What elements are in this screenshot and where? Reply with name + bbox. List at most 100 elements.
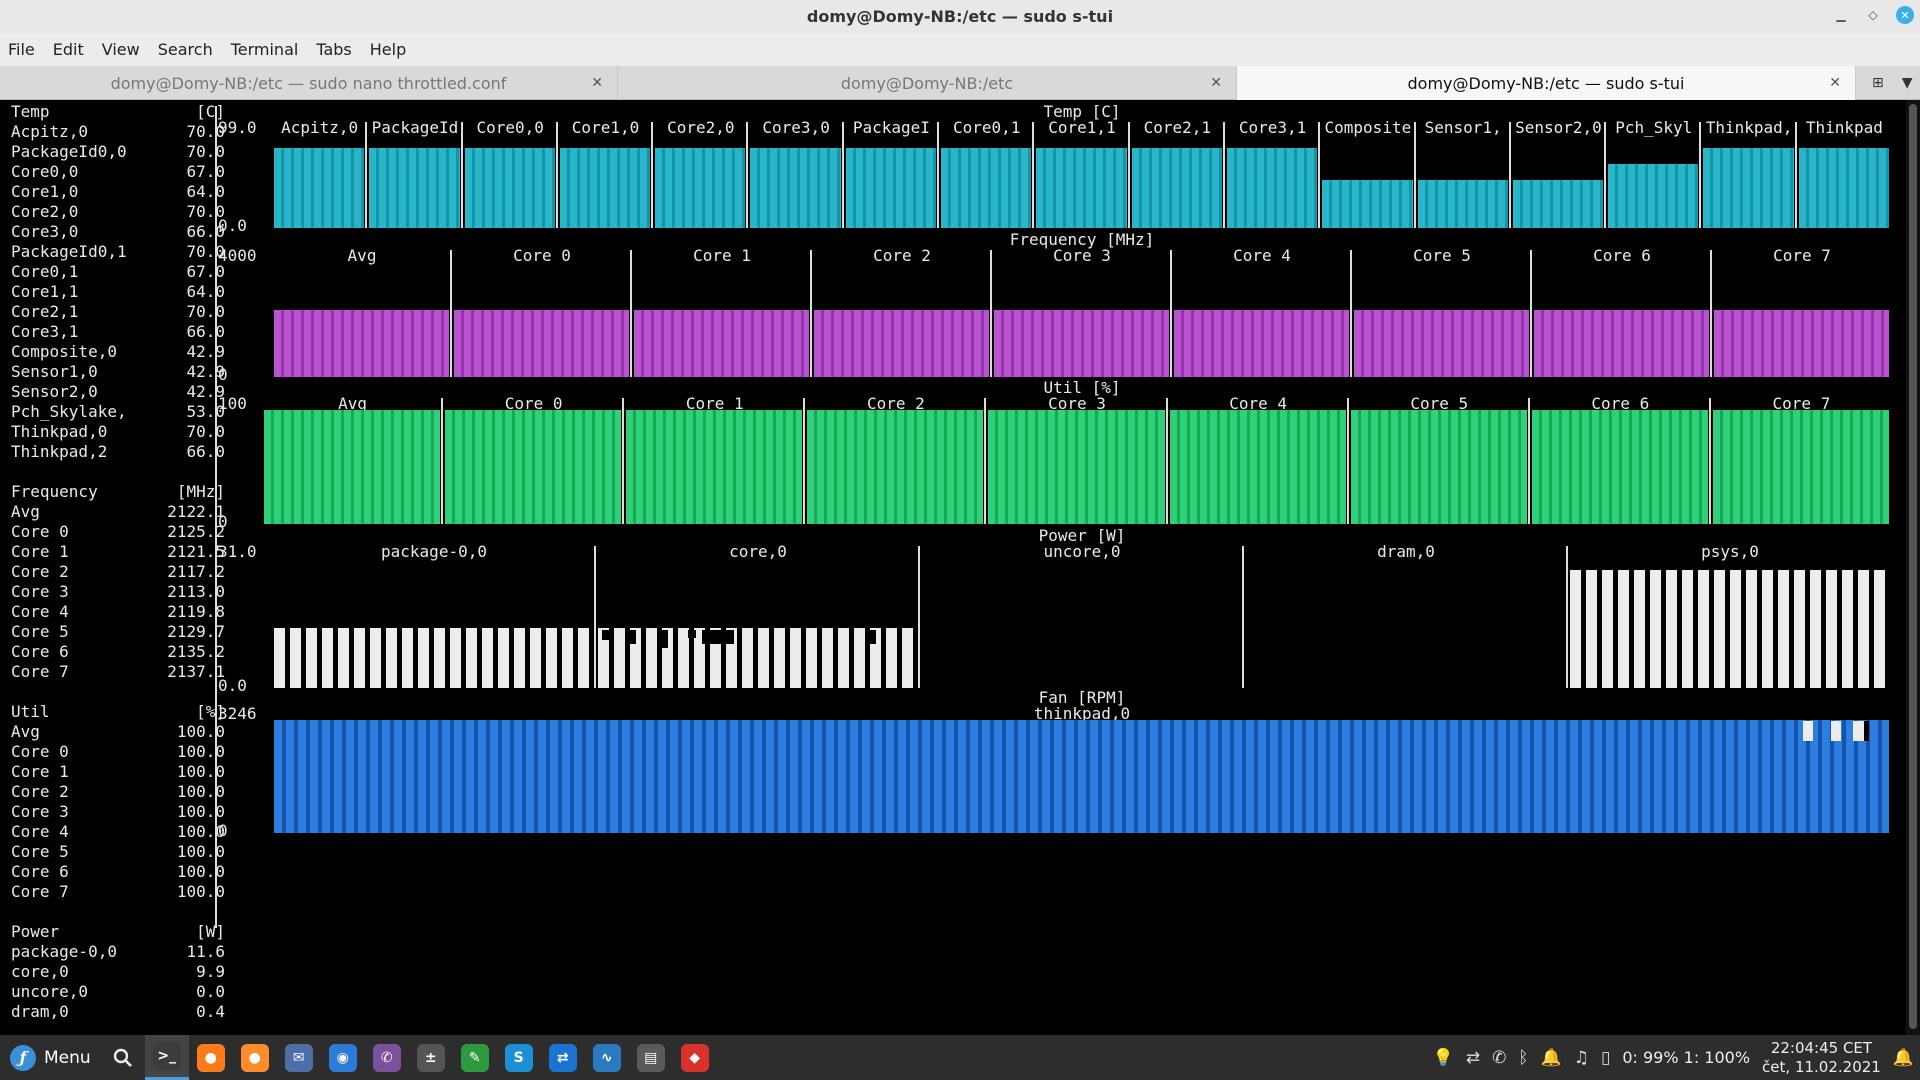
firefox-icon: ●: [196, 1043, 225, 1072]
graph-column-label: Core2,0: [667, 118, 735, 137]
taskbar-app-mail[interactable]: ✉: [277, 1035, 321, 1080]
graph-column-separator: [1222, 122, 1225, 228]
tab-s-tui[interactable]: domy@Domy-NB:/etc — sudo s-tui ✕: [1237, 66, 1856, 100]
sensor-label: Core 5: [11, 622, 69, 641]
start-menu-button[interactable]: ƒ Menu: [0, 1035, 101, 1080]
minimize-icon[interactable]: ▁: [1836, 8, 1846, 22]
taskbar-app-viber[interactable]: ✆: [365, 1035, 409, 1080]
sidebar-row: uncore,0 0.0: [11, 982, 225, 1002]
menu-view[interactable]: View: [101, 40, 140, 59]
graph-bar-temp: [464, 148, 555, 228]
teamviewer-icon: ⇄: [548, 1043, 577, 1072]
notifications-icon[interactable]: 🔔: [1892, 1047, 1914, 1068]
sensor-value: 100.0: [176, 802, 225, 821]
taskbar-app-firefox-dev[interactable]: ●: [233, 1035, 277, 1080]
close-tab-icon[interactable]: ✕: [591, 75, 603, 91]
tab-bar: domy@Domy-NB:/etc — sudo nano throttled.…: [0, 66, 1920, 100]
close-icon[interactable]: ✕: [1896, 6, 1914, 24]
new-tab-icon[interactable]: ⊞: [1872, 74, 1884, 91]
taskbar-app-terminal[interactable]: >_: [144, 1035, 189, 1080]
menu-tabs[interactable]: Tabs: [316, 40, 352, 59]
sensor-label: Temp: [11, 102, 50, 121]
graph-column-separator: [1170, 250, 1172, 377]
menu-file[interactable]: File: [8, 40, 35, 59]
tab-list-chevron-down-icon[interactable]: ▼: [1901, 74, 1913, 91]
sidebar-row: Core 4 2119.8: [11, 602, 225, 622]
taskbar-app-teamviewer[interactable]: ⇄: [541, 1035, 585, 1080]
sidebar-row: Thinkpad,2 66.0: [11, 442, 225, 462]
power-history-dip: [702, 630, 734, 644]
graph-column-separator: [918, 546, 920, 688]
battery-icon[interactable]: ▯: [1600, 1047, 1611, 1068]
menu-search[interactable]: Search: [157, 40, 213, 59]
battery-status[interactable]: 0: 99% 1: 100%: [1622, 1048, 1751, 1067]
taskbar-app-calculator[interactable]: ±: [409, 1035, 453, 1080]
graph-column-label: Avg: [338, 394, 367, 413]
sidebar-row: Core 6 100.0: [11, 862, 225, 882]
clock-date: čet, 11.02.2021: [1762, 1057, 1881, 1076]
graph-bar-temp: [655, 148, 746, 228]
graph-bar-util: [1169, 410, 1346, 524]
close-tab-icon[interactable]: ✕: [1829, 75, 1841, 91]
graph-column-separator: [1794, 122, 1797, 228]
tab-nano[interactable]: domy@Domy-NB:/etc — sudo nano throttled.…: [0, 66, 618, 100]
graph-column-separator: [937, 122, 940, 228]
graph-column-separator: [460, 122, 463, 228]
bluetooth-icon[interactable]: ᛒ: [1518, 1047, 1529, 1068]
graph-column-label: PackageI: [852, 118, 930, 137]
graph-column-label: Composite: [1324, 118, 1412, 137]
graph-column-label: thinkpad,0: [1033, 704, 1131, 723]
search-icon[interactable]: [101, 1035, 145, 1080]
calculator-icon: ±: [416, 1043, 445, 1072]
graph-column-label: uncore,0: [1043, 542, 1121, 561]
taskbar-app-tools[interactable]: ✎: [453, 1035, 497, 1080]
sheet-icon: ▤: [636, 1043, 665, 1072]
taskbar-app-monitor[interactable]: ∿: [585, 1035, 629, 1080]
tab-etc[interactable]: domy@Domy-NB:/etc ✕: [618, 66, 1237, 100]
monitor-icon: ∿: [592, 1043, 621, 1072]
graph-column-separator: [1566, 546, 1568, 688]
sensor-label: package-0,0: [11, 942, 117, 961]
sensor-label: core,0: [11, 962, 69, 981]
sensor-value: 2129.7: [167, 622, 225, 641]
sensor-value: 100.0: [176, 762, 225, 781]
graph-column-separator: [1699, 122, 1702, 228]
sidebar-row: Core 0 100.0: [11, 742, 225, 762]
taskbar-app-skype[interactable]: S: [497, 1035, 541, 1080]
skype-icon: S: [504, 1043, 533, 1072]
sensor-value: 100.0: [176, 882, 225, 901]
clock[interactable]: 22:04:45 CET čet, 11.02.2021: [1762, 1039, 1881, 1077]
maximize-icon[interactable]: ◇: [1868, 8, 1878, 22]
terminal-scrollbar[interactable]: [1906, 100, 1920, 1035]
redshift-bulb-icon[interactable]: 💡: [1432, 1047, 1454, 1068]
scrollbar-thumb[interactable]: [1909, 104, 1917, 1029]
sidebar-header-util: Util [%]: [11, 702, 225, 722]
menu-terminal[interactable]: Terminal: [230, 40, 299, 59]
window-titlebar[interactable]: domy@Domy-NB:/etc — sudo s-tui ▁ ◇ ✕: [0, 0, 1920, 33]
taskbar-app-anydesk[interactable]: ◆: [673, 1035, 717, 1080]
sensor-value: 100.0: [176, 782, 225, 801]
graph-column-separator: [1708, 398, 1711, 524]
sensor-value: [%]: [196, 702, 225, 721]
terminal-area[interactable]: Temp [C] Acpitz,0 70.0 PackageId0,0 70.0 Core0…: [0, 100, 1920, 1035]
taskbar-app-sheet[interactable]: ▤: [629, 1035, 673, 1080]
graph-column-separator: [810, 250, 812, 377]
music-icon[interactable]: ♫: [1573, 1047, 1589, 1068]
sidebar-row: Core 6 2135.2: [11, 642, 225, 662]
taskbar-app-keepass[interactable]: ◉: [321, 1035, 365, 1080]
tab-label: domy@Domy-NB:/etc — sudo s-tui: [1407, 73, 1685, 93]
menu-edit[interactable]: Edit: [52, 40, 84, 59]
sidebar-row: PackageId0,0 70.0: [11, 142, 225, 162]
close-tab-icon[interactable]: ✕: [1210, 75, 1222, 91]
sensor-label: Core 3: [11, 582, 69, 601]
sensor-label: Core0,1: [11, 262, 79, 281]
sensor-label: Core 3: [11, 802, 69, 821]
notification-bell-icon[interactable]: 🔔: [1540, 1047, 1562, 1068]
graph-bar-frequency: [1174, 310, 1349, 377]
power-history-spike: [1803, 721, 1813, 741]
taskbar-app-firefox[interactable]: ●: [189, 1035, 233, 1080]
graph-column-label: core,0: [729, 542, 787, 561]
menu-help[interactable]: Help: [369, 40, 407, 59]
viber-tray-icon[interactable]: ✆: [1492, 1047, 1507, 1068]
teamviewer-tray-icon[interactable]: ⇄: [1465, 1047, 1481, 1068]
